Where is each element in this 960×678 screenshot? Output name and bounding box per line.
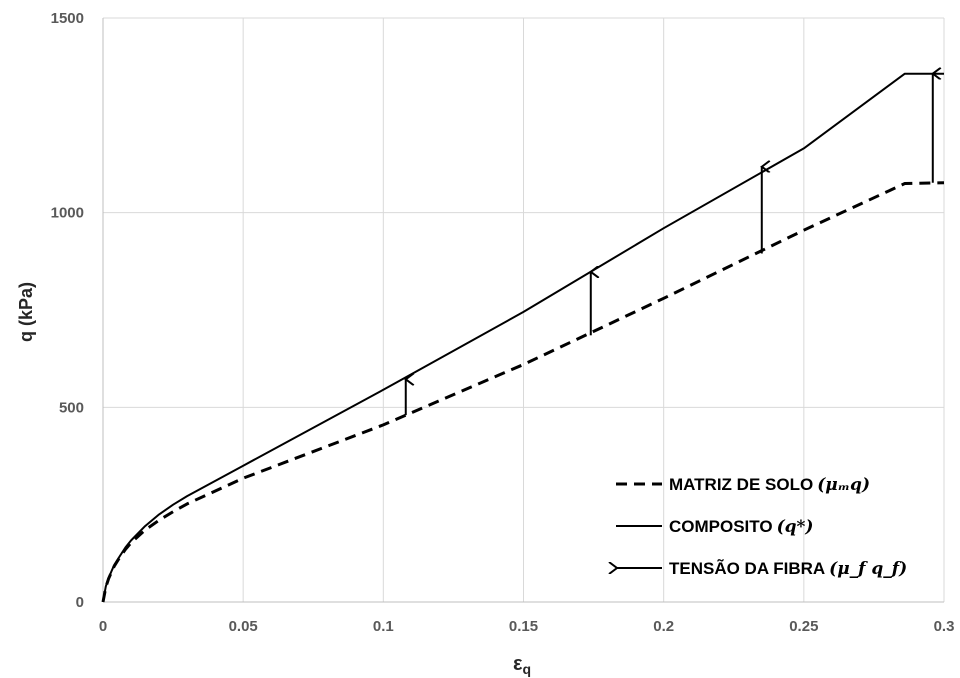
y-axis-title: q (kPa) (16, 282, 36, 342)
legend-label: COMPOSITO (q*) (669, 517, 813, 537)
y-tick-label: 500 (59, 399, 84, 416)
legend: MATRIZ DE SOLO (μₘq) COMPOSITO (q*) TENSÃO D… (616, 475, 907, 579)
x-axis-title-sub: q (522, 661, 531, 677)
x-axis-title: εq (513, 653, 531, 677)
series-line-matrix (101, 181, 945, 603)
x-tick-label: 0.2 (653, 618, 674, 635)
axes (102, 18, 944, 603)
x-tick-label: 0.15 (509, 618, 538, 635)
tick-labels: 0 0.05 0.1 0.15 0.2 0.25 0.3 0 500 1000 1500 (51, 10, 955, 635)
y-tick-label: 1000 (51, 205, 84, 222)
legend-label-math: (q*) (777, 517, 814, 537)
legend-label: MATRIZ DE SOLO (μₘq) (669, 475, 870, 495)
x-axis-title-main: ε (513, 653, 523, 675)
x-tick-label: 0 (99, 618, 107, 635)
fiber-stress-arrows (406, 74, 933, 416)
legend-label-text: MATRIZ DE SOLO (669, 475, 813, 494)
series-group (101, 72, 945, 603)
grid-lines (103, 17, 945, 602)
legend-label-math: (μ_f q_f) (829, 559, 907, 579)
x-tick-label: 0.3 (934, 618, 955, 635)
legend-label-text: COMPOSITO (669, 517, 773, 536)
x-tick-label: 0.25 (789, 618, 818, 635)
y-tick-label: 0 (76, 594, 84, 611)
legend-label-math: (μₘq) (817, 475, 870, 495)
x-tick-label: 0.05 (229, 618, 258, 635)
y-tick-label: 1500 (51, 10, 84, 27)
legend-label-text: TENSÃO DA FIBRA (669, 558, 825, 578)
legend-label: TENSÃO DA FIBRA (μ_f q_f) (669, 558, 907, 579)
x-tick-label: 0.1 (373, 618, 394, 635)
